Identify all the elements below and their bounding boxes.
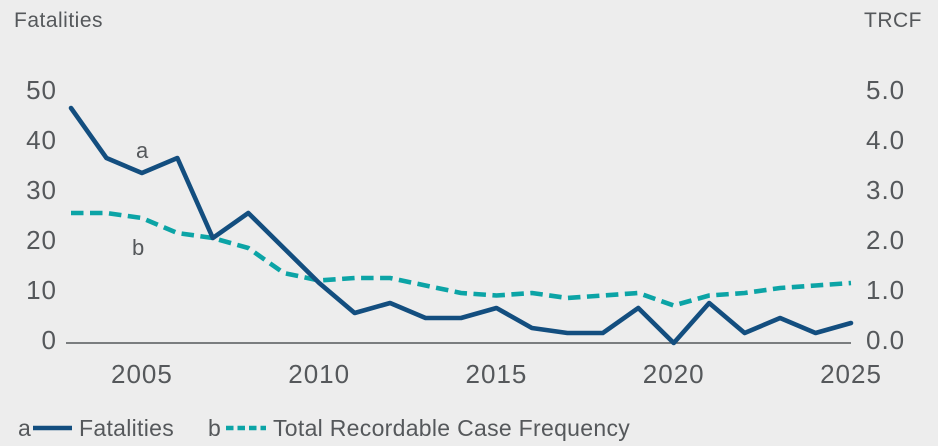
trcf-line: [71, 210, 852, 308]
left-axis-tick-label: 40: [26, 125, 57, 155]
fatalities-line: [68, 105, 854, 346]
x-axis-tick-labels: 2005 2010 2015 2020 2025: [111, 359, 882, 389]
right-axis-tick-label: 4.0: [866, 125, 905, 155]
x-axis-tick-label: 2005: [111, 359, 173, 389]
series-b-marker: b: [132, 235, 144, 260]
legend-b-key: b: [208, 415, 221, 441]
right-axis-tick-label: 0.0: [866, 325, 905, 355]
left-axis-title: Fatalities: [14, 9, 103, 32]
legend-a-key: a: [18, 415, 31, 441]
legend-trcf-label: Total Recordable Case Frequency: [273, 415, 630, 441]
right-axis-title: TRCF: [864, 9, 922, 32]
x-axis-tick-label: 2025: [820, 359, 882, 389]
left-axis-tick-labels: 0 10 20 30 40 50: [26, 75, 57, 355]
right-axis-tick-label: 1.0: [866, 275, 905, 305]
legend-fatalities-label: Fatalities: [79, 415, 174, 441]
right-axis-tick-label: 3.0: [866, 175, 905, 205]
x-axis-tick-label: 2010: [288, 359, 350, 389]
series-a-marker: a: [136, 138, 149, 163]
left-axis-tick-label: 50: [26, 75, 57, 105]
legend: a Fatalities b Total Recordable Case Fre…: [18, 415, 630, 441]
right-axis-tick-label: 5.0: [866, 75, 905, 105]
left-axis-tick-label: 0: [42, 325, 57, 355]
x-axis-tick-label: 2015: [466, 359, 528, 389]
left-axis-tick-label: 10: [26, 275, 57, 305]
left-axis-tick-label: 20: [26, 225, 57, 255]
x-axis-tick-label: 2020: [643, 359, 705, 389]
right-axis-tick-labels: 0.0 1.0 2.0 3.0 4.0 5.0: [866, 75, 905, 355]
right-axis-tick-label: 2.0: [866, 225, 905, 255]
left-axis-tick-label: 30: [26, 175, 57, 205]
